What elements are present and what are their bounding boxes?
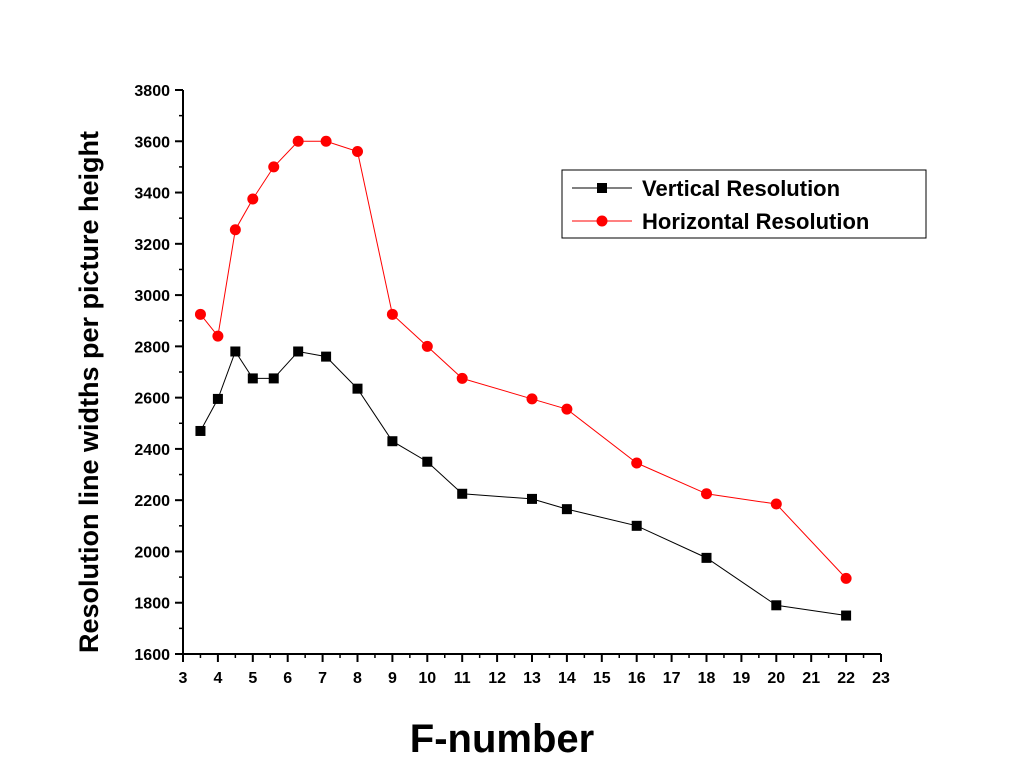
data-point <box>841 610 852 621</box>
data-point <box>386 308 398 320</box>
series-2 <box>194 135 852 584</box>
data-point <box>268 373 279 384</box>
y-tick-label: 2600 <box>134 391 170 408</box>
x-tick-label: 3 <box>179 670 188 687</box>
y-tick-label: 1800 <box>134 596 170 613</box>
data-point <box>321 351 332 362</box>
data-point <box>194 308 206 320</box>
x-tick-label: 6 <box>283 670 292 687</box>
data-point <box>352 383 363 394</box>
data-point <box>701 488 712 500</box>
x-tick-label: 17 <box>663 670 681 687</box>
y-tick-label: 2400 <box>134 442 170 459</box>
legend: Vertical Resolution Horizontal Resolution <box>561 169 927 239</box>
x-tick-label: 13 <box>523 670 541 687</box>
y-tick-label: 1600 <box>134 647 170 664</box>
x-tick-label: 11 <box>454 670 471 687</box>
data-point <box>387 436 398 447</box>
x-tick-label: 20 <box>767 670 785 687</box>
data-point <box>293 346 304 357</box>
data-point <box>631 520 642 531</box>
legend-marker <box>597 183 607 193</box>
y-tick-label: 2000 <box>134 544 170 561</box>
data-point <box>457 488 468 499</box>
data-point <box>292 135 304 147</box>
data-point <box>561 403 573 415</box>
x-tick-label: 14 <box>558 670 576 687</box>
x-tick-label: 23 <box>872 670 890 687</box>
y-tick-label: 2200 <box>134 493 170 510</box>
legend-item-2: Horizontal Resolution <box>572 209 869 234</box>
x-axis-title: F-number <box>410 717 594 761</box>
data-point <box>526 393 538 405</box>
data-point <box>422 456 433 467</box>
x-tick-label: 16 <box>628 670 646 687</box>
legend-marker <box>596 215 608 227</box>
data-point <box>701 552 712 563</box>
x-tick-label: 18 <box>698 670 716 687</box>
y-tick-label: 3200 <box>134 237 170 254</box>
series-line <box>200 350 847 617</box>
y-tick-label: 3800 <box>134 83 170 100</box>
axes: 3 4 5 6 7 8 9 10 11 12 13 14 15 16 17 18 19 20 21 22 23 1600 1… <box>74 83 890 761</box>
legend-box <box>561 169 927 239</box>
x-tick-label: 8 <box>353 670 362 687</box>
data-point <box>456 372 468 384</box>
data-point <box>561 504 572 515</box>
data-point <box>421 340 433 352</box>
y-tick-label: 2800 <box>134 339 170 356</box>
data-point <box>212 330 224 342</box>
x-tick-label: 10 <box>418 670 436 687</box>
x-tick-label: 7 <box>318 670 327 687</box>
legend-label: Horizontal Resolution <box>642 209 869 234</box>
y-tick-label: 3000 <box>134 288 170 305</box>
data-point <box>320 135 332 147</box>
x-tick-label: 19 <box>733 670 751 687</box>
data-point <box>195 425 206 436</box>
data-point <box>247 193 259 205</box>
data-point <box>268 161 280 173</box>
data-point <box>212 393 223 404</box>
data-point <box>631 457 643 469</box>
series-1 <box>195 346 852 621</box>
x-tick-label: 22 <box>837 670 855 687</box>
series-layer <box>194 135 852 621</box>
data-point <box>771 600 782 611</box>
legend-item-1: Vertical Resolution <box>572 176 840 201</box>
y-axis-title: Resolution line widths per picture heigh… <box>74 131 104 653</box>
x-tick-label: 15 <box>593 670 611 687</box>
y-tick-label: 3600 <box>134 134 170 151</box>
data-point <box>840 572 852 584</box>
legend-label: Vertical Resolution <box>642 176 840 201</box>
data-point <box>230 346 241 357</box>
x-tick-label: 5 <box>248 670 257 687</box>
y-tick-label: 3400 <box>134 186 170 203</box>
data-point <box>229 224 241 236</box>
data-point <box>247 373 258 384</box>
x-tick-label: 21 <box>802 670 820 687</box>
x-tick-label: 9 <box>388 670 397 687</box>
x-tick-label: 12 <box>488 670 506 687</box>
data-point <box>527 493 537 504</box>
x-tick-label: 4 <box>213 670 222 687</box>
data-point <box>770 498 782 510</box>
data-point <box>352 146 363 158</box>
